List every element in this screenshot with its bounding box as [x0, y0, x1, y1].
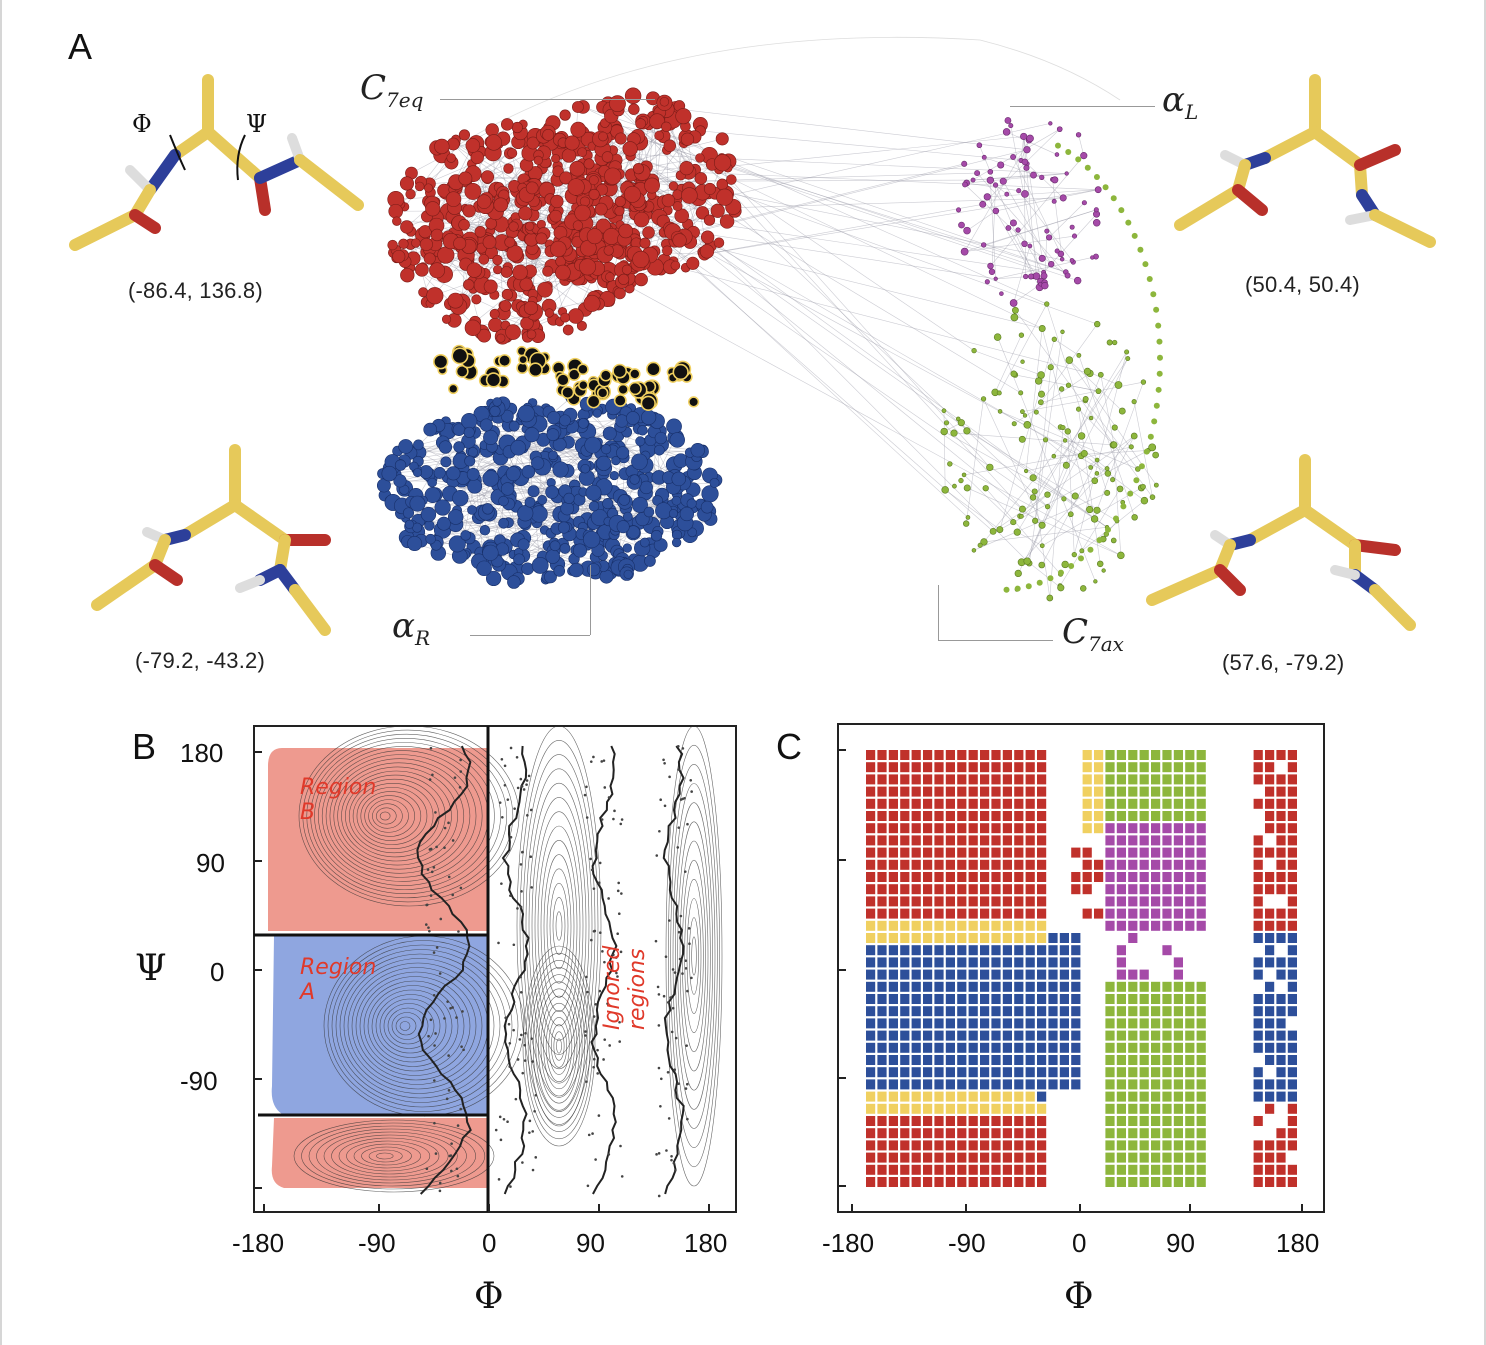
c-xtick-minus180: -180	[822, 1228, 875, 1258]
molecule-alpha-r-icon	[91, 444, 331, 636]
phi-label: Φ	[132, 110, 152, 138]
c-xtick-180: 180	[1276, 1228, 1320, 1258]
cluster-assignment-grid	[837, 723, 1325, 1213]
molecule-c7ax-icon	[1146, 454, 1416, 631]
b-ytick-minus90: -90	[180, 1066, 218, 1096]
molecule-c7eq-icon: Φ Ψ	[69, 74, 364, 251]
label-c7eq: C7eq	[360, 68, 424, 112]
callout-alpha-r-line	[470, 635, 590, 636]
annotation-ignored: Ignored regions	[600, 945, 651, 1030]
c-xtick-minus90: -90	[948, 1228, 986, 1258]
panel-a-letter: A	[68, 26, 93, 67]
callout-c7ax-vline	[938, 585, 939, 640]
c-xtick-0: 0	[1072, 1228, 1087, 1258]
b-xtick-180: 180	[684, 1228, 728, 1258]
region-b-bottom-shade	[271, 1118, 488, 1188]
label-alpha-r: αR	[392, 606, 431, 650]
b-ytick-180: 180	[180, 738, 224, 768]
molecule-alpha-l-icon	[1174, 74, 1436, 248]
callout-alpha-r-vline	[590, 565, 591, 635]
b-y-axis-label: Ψ	[135, 948, 167, 989]
panel-b-letter: B	[132, 726, 157, 767]
psi-label: Ψ	[246, 110, 267, 138]
b-ytick-90: 90	[196, 848, 225, 878]
b-xtick-minus90: -90	[358, 1228, 396, 1258]
annotation-region-a: Region A	[300, 955, 377, 1006]
b-xtick-minus180: -180	[232, 1228, 285, 1258]
callout-alpha-l-line	[1010, 106, 1155, 107]
c-x-axis-label: Φ	[1064, 1276, 1094, 1317]
coords-c7eq: (-86.4, 136.8)	[128, 278, 263, 303]
coords-alpha-l: (50.4, 50.4)	[1245, 272, 1360, 297]
b-x-axis-label: Φ	[474, 1276, 504, 1317]
annotation-region-b: Region B	[300, 775, 377, 826]
state-network-graph	[376, 36, 1163, 602]
callout-c7ax-line	[938, 640, 1053, 641]
b-xtick-90: 90	[576, 1228, 605, 1258]
coords-c7ax: (57.6, -79.2)	[1222, 650, 1345, 675]
ramachandran-contour-plot	[253, 725, 737, 1213]
label-alpha-l: αL	[1162, 80, 1199, 124]
coords-alpha-r: (-79.2, -43.2)	[135, 648, 265, 673]
b-xtick-0: 0	[482, 1228, 497, 1258]
b-ytick-0: 0	[210, 957, 225, 987]
label-c7ax: C7ax	[1062, 612, 1124, 656]
c-xtick-90: 90	[1166, 1228, 1195, 1258]
panel-c-letter: C	[776, 726, 802, 767]
callout-c7eq-line	[440, 99, 655, 100]
